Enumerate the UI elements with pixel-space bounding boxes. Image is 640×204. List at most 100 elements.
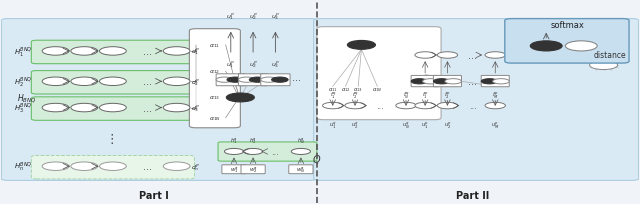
Circle shape	[396, 103, 416, 109]
Text: $\alpha_{1N}$: $\alpha_{1N}$	[372, 86, 383, 94]
Circle shape	[100, 48, 126, 56]
Text: $w_N^a$: $w_N^a$	[296, 165, 305, 174]
FancyBboxPatch shape	[289, 165, 313, 174]
Text: ...: ...	[468, 51, 477, 61]
Circle shape	[485, 103, 506, 109]
FancyBboxPatch shape	[433, 76, 461, 87]
Circle shape	[323, 103, 343, 109]
Text: $d_3^P$: $d_3^P$	[191, 103, 200, 113]
Text: $u_2^q$: $u_2^q$	[351, 120, 359, 130]
FancyBboxPatch shape	[31, 41, 195, 64]
Text: $u_2^P$: $u_2^P$	[249, 11, 257, 21]
Circle shape	[225, 149, 244, 155]
Text: $\alpha_{12}$: $\alpha_{12}$	[340, 86, 350, 94]
Text: $f_2^q$: $f_2^q$	[352, 91, 358, 101]
Circle shape	[415, 103, 435, 109]
FancyBboxPatch shape	[317, 28, 441, 120]
Circle shape	[271, 78, 288, 83]
FancyBboxPatch shape	[1, 20, 317, 181]
Circle shape	[481, 79, 498, 84]
Circle shape	[437, 103, 458, 109]
Circle shape	[348, 41, 376, 50]
FancyBboxPatch shape	[505, 20, 629, 64]
Text: $h_2^a$: $h_2^a$	[249, 136, 257, 145]
FancyBboxPatch shape	[218, 142, 317, 161]
Text: $u_1^p$: $u_1^p$	[421, 120, 429, 130]
Circle shape	[42, 104, 69, 112]
Text: $H_3^{BNQ}$: $H_3^{BNQ}$	[13, 101, 32, 115]
FancyBboxPatch shape	[481, 76, 509, 87]
Circle shape	[227, 78, 244, 83]
FancyBboxPatch shape	[31, 97, 195, 121]
Circle shape	[100, 104, 126, 112]
Text: $\alpha_{13}$: $\alpha_{13}$	[209, 94, 221, 102]
Text: $d_n^P$: $d_n^P$	[191, 161, 200, 172]
Text: $H_n^{BNQ}$: $H_n^{BNQ}$	[13, 160, 32, 173]
Text: $H_{BNQ}$: $H_{BNQ}$	[17, 92, 36, 104]
Text: $h_N^a$: $h_N^a$	[297, 136, 305, 145]
Text: ...: ...	[143, 103, 152, 113]
Circle shape	[71, 162, 98, 171]
Circle shape	[71, 78, 98, 86]
Text: $\alpha_{11}$: $\alpha_{11}$	[209, 42, 221, 50]
Circle shape	[163, 48, 190, 56]
FancyBboxPatch shape	[31, 156, 195, 179]
Circle shape	[445, 79, 461, 84]
Text: $\alpha_{12}$: $\alpha_{12}$	[209, 68, 221, 76]
Circle shape	[485, 52, 506, 59]
Circle shape	[163, 104, 190, 112]
Text: $d_2^P$: $d_2^P$	[191, 76, 200, 87]
Circle shape	[422, 79, 439, 84]
FancyBboxPatch shape	[216, 74, 246, 86]
Circle shape	[100, 162, 126, 171]
Text: $u_3^P$: $u_3^P$	[271, 11, 280, 21]
Circle shape	[437, 52, 458, 59]
Circle shape	[415, 52, 435, 59]
Circle shape	[71, 48, 98, 56]
Circle shape	[411, 79, 428, 84]
FancyBboxPatch shape	[411, 76, 439, 87]
FancyBboxPatch shape	[31, 71, 195, 95]
Circle shape	[291, 149, 310, 155]
Circle shape	[531, 42, 562, 52]
Text: $w_2^a$: $w_2^a$	[249, 165, 257, 174]
Circle shape	[42, 162, 69, 171]
Text: $f_1^p$: $f_1^p$	[422, 91, 428, 101]
FancyBboxPatch shape	[260, 74, 290, 86]
Text: ...: ...	[468, 77, 477, 87]
Text: $d_1^P$: $d_1^P$	[191, 46, 200, 57]
Text: $f_1^q$: $f_1^q$	[330, 91, 336, 101]
Text: softmax: softmax	[550, 21, 584, 30]
Text: $u_3^P$: $u_3^P$	[271, 59, 280, 70]
Text: $u_1^P$: $u_1^P$	[227, 59, 236, 70]
FancyBboxPatch shape	[189, 30, 241, 128]
FancyBboxPatch shape	[222, 165, 246, 174]
Circle shape	[71, 104, 98, 112]
Text: distance: distance	[594, 51, 627, 60]
Circle shape	[216, 78, 233, 83]
Circle shape	[249, 78, 266, 83]
Circle shape	[163, 162, 190, 171]
Text: $u_2^P$: $u_2^P$	[249, 59, 257, 70]
Circle shape	[260, 78, 277, 83]
Circle shape	[565, 42, 597, 52]
Circle shape	[227, 94, 254, 102]
Text: $H_2^{BNQ}$: $H_2^{BNQ}$	[13, 75, 32, 89]
FancyBboxPatch shape	[239, 74, 268, 86]
Text: $h_1^a$: $h_1^a$	[230, 136, 238, 145]
Text: $Q$: $Q$	[312, 152, 322, 165]
Circle shape	[244, 149, 262, 155]
Text: $\alpha_{13}$: $\alpha_{13}$	[353, 86, 363, 94]
Text: $\vdots$: $\vdots$	[105, 131, 114, 145]
FancyBboxPatch shape	[241, 165, 265, 174]
Text: ...: ...	[469, 102, 477, 111]
Text: $f_M^p$: $f_M^p$	[492, 91, 499, 101]
FancyBboxPatch shape	[314, 20, 639, 181]
Text: $w_1^a$: $w_1^a$	[230, 165, 239, 174]
Text: ...: ...	[143, 161, 152, 171]
Circle shape	[493, 79, 509, 84]
Text: ...: ...	[143, 47, 152, 57]
Text: ...: ...	[143, 77, 152, 87]
Circle shape	[100, 78, 126, 86]
Circle shape	[239, 78, 255, 83]
